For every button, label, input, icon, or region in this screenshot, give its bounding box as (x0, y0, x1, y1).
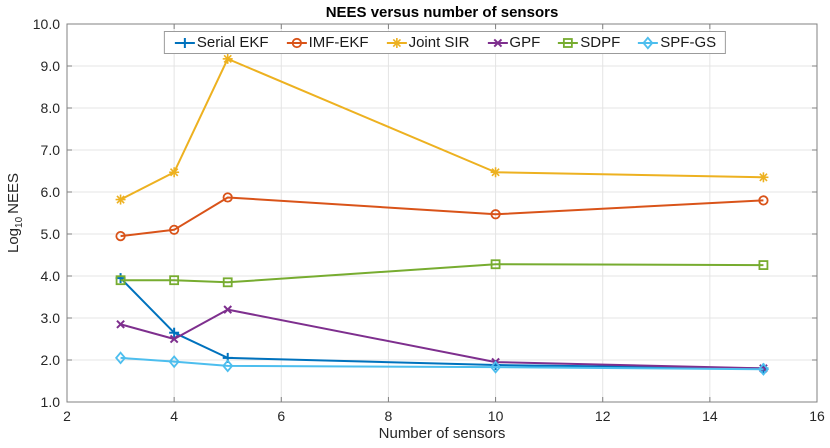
x-marker-icon (223, 305, 233, 314)
asterisk-marker-icon (169, 167, 180, 178)
series-line-imf-ekf (120, 196, 764, 238)
diamond-marker-icon (757, 362, 770, 376)
square-marker-icon (115, 275, 126, 286)
asterisk-marker-icon (758, 172, 769, 183)
square-marker-icon (563, 37, 574, 48)
y-tick-label: 10.0 (33, 16, 60, 32)
x-axis-label: Number of sensors (378, 425, 506, 442)
diamond-marker-icon (489, 360, 502, 374)
legend-label: SDPF (580, 34, 621, 51)
y-axis-label: Log10 NEES (5, 173, 25, 253)
y-tick-label: 1.0 (41, 394, 61, 410)
y-axis-label-suffix: NEES (5, 172, 22, 214)
legend-item-sdpf: SDPF (557, 34, 620, 51)
circle-marker-icon (758, 195, 769, 206)
diamond-marker-icon (222, 359, 234, 373)
x-tick-label: 10 (488, 408, 504, 424)
x-tick-label: 4 (170, 408, 178, 424)
y-tick-label: 5.0 (41, 226, 61, 242)
x-tick-label: 14 (702, 408, 718, 424)
plus-marker-icon (179, 37, 190, 48)
asterisk-marker-icon (490, 167, 501, 178)
legend: Serial EKF IMF-EKF Joint SIR GPF SDPF SPF-GS (163, 31, 727, 54)
y-tick-label: 2.0 (41, 352, 61, 368)
chart-title: NEES versus number of sensors (325, 4, 559, 21)
legend-item-imf-ekf: IMF-EKF (286, 34, 369, 51)
x-tick-label: 16 (809, 408, 825, 424)
x-tick-label: 6 (277, 408, 285, 424)
x-tick-label: 2 (63, 408, 71, 424)
legend-item-spf-gs: SPF-GS (637, 34, 716, 51)
legend-item-serial-ekf: Serial EKF (174, 34, 269, 51)
legend-swatch-imf-ekf (286, 37, 307, 48)
series-line-joint-sir (120, 57, 764, 201)
x-tick-label: 12 (595, 408, 611, 424)
legend-label: SPF-GS (660, 34, 717, 51)
diamond-marker-icon (114, 351, 127, 365)
legend-swatch-spf-gs (638, 35, 659, 50)
y-axis-label-subscript: 10 (14, 216, 25, 228)
legend-swatch-sdpf (558, 37, 579, 48)
circle-marker-icon (115, 231, 126, 242)
x-marker-icon (116, 319, 125, 329)
y-tick-label: 3.0 (41, 310, 61, 326)
legend-label: GPF (509, 34, 541, 51)
y-tick-label: 6.0 (41, 184, 61, 200)
series-line-serial-ekf (119, 277, 764, 370)
square-marker-icon (222, 277, 233, 288)
y-tick-label: 9.0 (41, 58, 61, 74)
diamond-marker-icon (168, 355, 180, 369)
series-line-sdpf (120, 263, 764, 284)
legend-label: Joint SIR (408, 34, 470, 51)
y-tick-label: 8.0 (41, 100, 61, 116)
y-tick-label: 7.0 (41, 142, 61, 158)
legend-label: Serial EKF (196, 34, 269, 51)
legend-label: IMF-EKF (308, 34, 369, 51)
circle-marker-icon (291, 37, 302, 48)
square-marker-icon (758, 260, 769, 270)
legend-swatch-gpf (487, 38, 508, 47)
circle-marker-icon (169, 224, 180, 235)
legend-item-joint-sir: Joint SIR (386, 34, 470, 51)
legend-item-gpf: GPF (486, 34, 540, 51)
legend-swatch-serial-ekf (174, 37, 195, 48)
asterisk-marker-icon (115, 194, 126, 205)
square-marker-icon (490, 259, 501, 270)
plot-border (66, 23, 818, 403)
series-line-spf-gs (120, 356, 764, 371)
asterisk-marker-icon (391, 37, 402, 48)
x-tick-label: 8 (385, 408, 393, 424)
square-marker-icon (169, 275, 180, 286)
x-marker-icon (169, 334, 179, 344)
y-axis-label-prefix: Log (5, 227, 22, 254)
x-marker-icon (493, 38, 502, 47)
plus-marker-icon (169, 327, 180, 338)
y-tick-label: 4.0 (41, 268, 61, 284)
circle-marker-icon (490, 209, 501, 220)
diamond-marker-icon (642, 35, 654, 50)
legend-swatch-joint-sir (386, 37, 407, 48)
circle-marker-icon (222, 192, 233, 203)
asterisk-marker-icon (222, 53, 233, 64)
